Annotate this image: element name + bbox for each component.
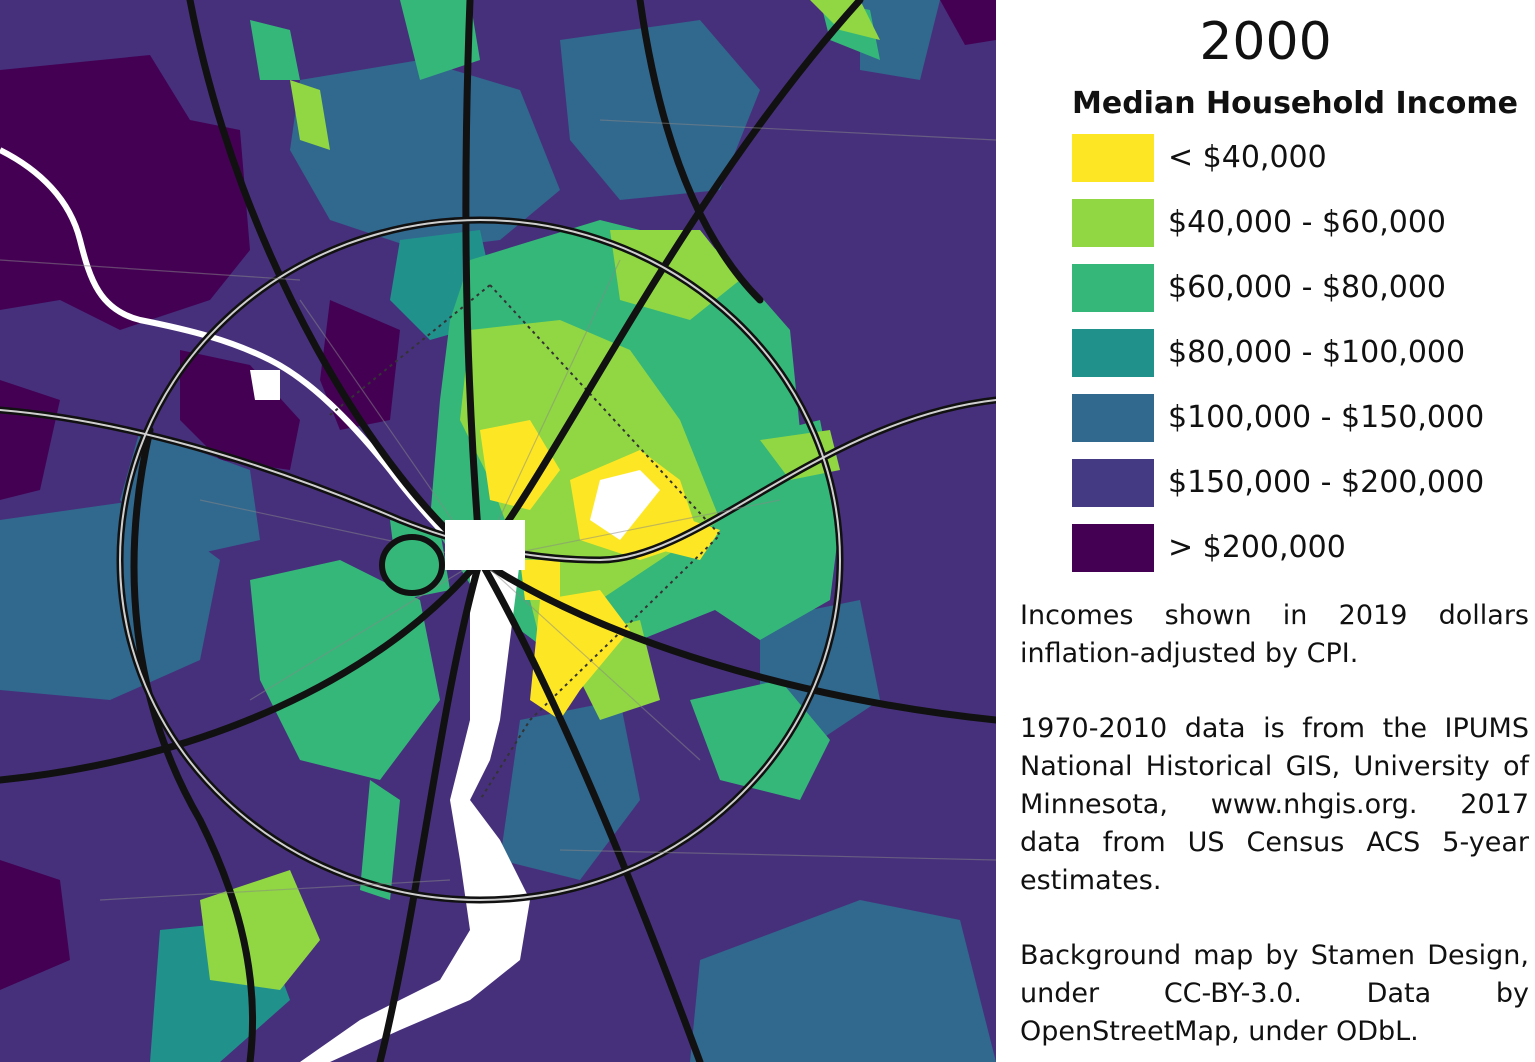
legend-swatch [1072, 264, 1154, 312]
tract-region [320, 300, 400, 430]
map-canvas [0, 0, 996, 1062]
potomac-river [0, 147, 473, 563]
tract-region [400, 0, 480, 80]
legend-swatch [1072, 329, 1154, 377]
anacostia-river [590, 470, 660, 540]
note-data-source: 1970-2010 data is from the IPUMS Nationa… [1020, 713, 1529, 896]
tract-region [0, 860, 70, 990]
tract-region [0, 55, 250, 330]
arlington-cemetery-area [379, 534, 445, 596]
legend-label: $60,000 - $80,000 [1168, 270, 1447, 305]
legend-label: > $200,000 [1168, 530, 1346, 565]
choropleth-map[interactable] [0, 0, 996, 1062]
river-island [250, 370, 280, 400]
note-background-credit: Background map by Stamen Design, under C… [1020, 940, 1529, 1047]
legend-swatch [1072, 134, 1154, 182]
tract-region [940, 0, 996, 45]
legend-title: Median Household Income [1072, 86, 1518, 121]
dc-boundary [329, 284, 722, 801]
tract-region [180, 350, 300, 470]
legend-swatch [1072, 524, 1154, 572]
tract-region [480, 420, 560, 510]
tract-region [500, 700, 640, 880]
legend-swatch [1072, 459, 1154, 507]
tract-region [690, 680, 830, 800]
legend-swatch [1072, 199, 1154, 247]
minor-roads [0, 119, 996, 901]
map-year: 2000 [1199, 12, 1332, 72]
tract-region [290, 60, 560, 250]
tract-region [690, 900, 996, 1062]
tract-region [120, 430, 260, 560]
legend-label: $100,000 - $150,000 [1168, 400, 1485, 435]
legend-panel: 2000 Median Household Income < $40,000 $… [996, 0, 1535, 1062]
tract-region [290, 80, 330, 150]
downtown-core [445, 520, 525, 570]
legend-label: $80,000 - $100,000 [1168, 335, 1466, 370]
tract-region [360, 780, 400, 900]
potomac-river [300, 560, 530, 1062]
tract-region [250, 20, 300, 80]
legend-swatch [1072, 394, 1154, 442]
legend-label: $150,000 - $200,000 [1168, 465, 1485, 500]
legend-label: $40,000 - $60,000 [1168, 205, 1447, 240]
note-inflation: Incomes shown in 2019 dollars inflation-… [1020, 600, 1529, 669]
legend-label: < $40,000 [1168, 140, 1327, 175]
